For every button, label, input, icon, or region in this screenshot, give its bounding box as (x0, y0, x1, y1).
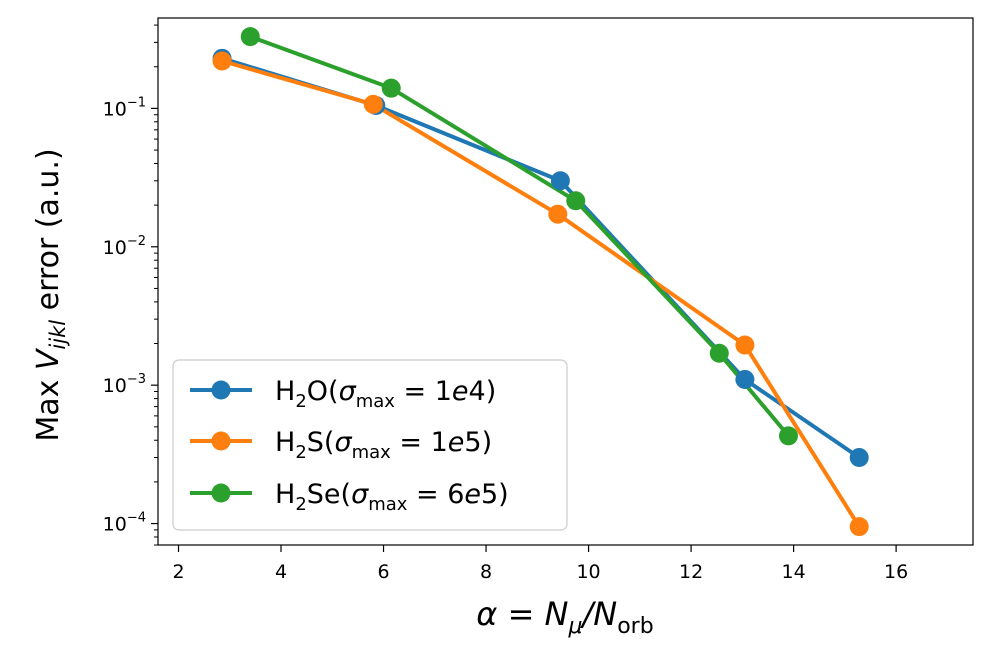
legend-label-part: H (275, 479, 295, 510)
legend-label-part: S (307, 427, 324, 458)
legend-label-part: σ (334, 427, 352, 458)
legend-label-part: 5) (464, 427, 492, 458)
x-tick-label: 2 (172, 561, 184, 583)
data-point (363, 94, 383, 114)
legend-label-part: 4) (469, 376, 497, 407)
legend-label-part: = 1 (395, 376, 452, 407)
legend-label-part: = 6 (407, 479, 464, 510)
x-tick-label: 4 (275, 561, 287, 583)
legend-label-part: 2 (295, 442, 306, 463)
minor-ticks (154, 24, 158, 546)
x-tick-label: 8 (480, 561, 492, 583)
legend-swatch-marker (211, 380, 231, 400)
data-point (735, 335, 755, 355)
y-tick-base: 10 (103, 237, 127, 259)
legend-label-part: Se (307, 479, 341, 510)
data-point (849, 448, 869, 468)
legend-label-part: σ (339, 376, 357, 407)
y-tick-base: 10 (103, 514, 127, 536)
data-point (778, 426, 798, 446)
data-point (381, 78, 401, 98)
x-tick-label: 6 (377, 561, 389, 583)
legend-label-part: ( (324, 427, 335, 458)
y-tick-exponent: −4 (127, 511, 146, 526)
legend-label-part: H (275, 427, 295, 458)
legend-label-part: 5) (481, 479, 509, 510)
y-tick-base: 10 (103, 375, 127, 397)
x-label-n1-sub: μ (567, 614, 582, 639)
x-label-n2-sub: orb (617, 614, 653, 639)
data-point (709, 343, 729, 363)
data-point (212, 51, 232, 71)
legend-label-part: e (448, 427, 465, 458)
y-tick-base: 10 (103, 98, 127, 120)
y-tick-label: 10−2 (103, 234, 146, 259)
legend-label-part: O (307, 376, 328, 407)
legend-label-part: e (452, 376, 469, 407)
legend-label-part: ( (328, 376, 339, 407)
x-label-n1: N (545, 595, 569, 633)
x-tick-label: 16 (884, 561, 908, 583)
legend-label: H2Se(σmax = 6e5) (275, 479, 509, 515)
data-point (566, 191, 586, 211)
legend-label: H2S(σmax = 1e5) (275, 427, 492, 463)
legend-label-part: 2 (295, 391, 306, 412)
y-label-v-sub: ijkl (46, 320, 70, 350)
legend-label-part: H (275, 376, 295, 407)
y-tick-exponent: −1 (127, 95, 146, 110)
data-point (735, 369, 755, 389)
data-point (849, 517, 869, 537)
legend-label: H2O(σmax = 1e4) (275, 376, 496, 412)
y-tick-exponent: −3 (127, 372, 146, 387)
legend-box (172, 359, 568, 531)
data-point (548, 204, 568, 224)
y-label-v: V (31, 347, 66, 370)
x-axis-label: α = Nμ/Norb (476, 595, 653, 639)
x-label-alpha: α (476, 595, 497, 633)
y-tick-exponent: −2 (127, 234, 146, 249)
y-label-post: error (a.u.) (31, 148, 66, 320)
x-label-slash: / (579, 595, 596, 633)
legend: H2O(σmax = 1e4)H2S(σmax = 1e5)H2Se(σmax … (172, 359, 568, 531)
x-tick-label: 10 (576, 561, 600, 583)
legend-label-part: = 1 (391, 427, 448, 458)
y-tick-label: 10−4 (103, 511, 146, 536)
legend-label-part: max (352, 442, 392, 463)
y-tick-label: 10−1 (103, 95, 146, 120)
data-point (550, 171, 570, 191)
legend-label-part: 2 (295, 494, 306, 515)
plot-frame (157, 17, 974, 546)
legend-label-part: max (368, 494, 408, 515)
x-axis-ticks: 2 4 6 8 10 12 14 16 (172, 545, 908, 583)
x-tick-label: 12 (679, 561, 703, 583)
x-tick-label: 14 (782, 561, 806, 583)
y-label-pre: Max (31, 370, 66, 442)
y-tick-label: 10−3 (103, 372, 146, 397)
legend-label-part: σ (351, 479, 369, 510)
series-points (212, 27, 869, 537)
x-label-eq: = (497, 595, 544, 633)
y-axis-label: Max Vijkl error (a.u.) (31, 148, 70, 441)
legend-swatch-marker (211, 431, 231, 451)
legend-label-part: e (464, 479, 481, 510)
legend-swatch-marker (211, 483, 231, 503)
legend-label-part: max (356, 391, 396, 412)
y-axis-ticks: 10−410−310−210−1 (103, 95, 158, 536)
legend-label-part: ( (341, 479, 352, 510)
data-point (240, 27, 260, 47)
x-label-n2: N (593, 595, 617, 633)
